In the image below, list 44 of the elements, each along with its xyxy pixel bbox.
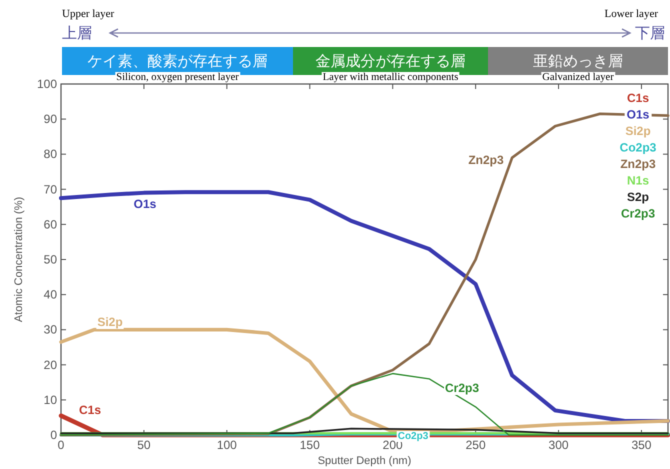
annotation: Co2p3: [398, 431, 429, 442]
y-tick-label: 30: [44, 322, 58, 337]
y-tick-label: 70: [44, 182, 58, 196]
y-axis-title: Atomic Concentration (%): [13, 196, 25, 322]
x-tick-label: 50: [137, 438, 151, 452]
x-tick-label: 150: [300, 438, 320, 452]
text: Zn2p3: [620, 157, 656, 171]
y-tick-label: 90: [44, 112, 58, 126]
text: Lower layer: [604, 8, 658, 20]
y-tick-label: 100: [36, 77, 58, 91]
text: Si2p: [625, 124, 651, 138]
text: ケイ素、酸素が存在する層: [88, 53, 268, 70]
x-tick-label: 250: [466, 438, 486, 452]
line-series: [59, 190, 670, 423]
annotation: O1s: [134, 197, 157, 211]
text: S2p: [626, 190, 650, 204]
text: 金属成分が存在する層: [316, 53, 466, 70]
annotation: C1s: [78, 403, 102, 417]
y-tick-label: 10: [44, 392, 58, 407]
text: Galvanized layer: [542, 72, 614, 83]
x-axis-title: Sputter Depth (nm): [318, 455, 412, 467]
text: C1s: [626, 91, 650, 105]
x-tick-label: 350: [631, 438, 652, 452]
text: Co2p3: [620, 140, 657, 154]
text: Silicon, oxygen present layer: [116, 72, 240, 83]
y-tick-label: 20: [44, 358, 58, 372]
text: N1s: [626, 174, 650, 188]
text: Cr2p3: [620, 206, 656, 220]
x-tick-label: 100: [216, 438, 238, 452]
annotation: Si2p: [97, 315, 123, 329]
annotation: Zn2p3: [468, 153, 504, 167]
text: 亜鉛めっき層: [533, 53, 623, 70]
y-tick-label: 0: [50, 428, 58, 442]
y-tick-label: 40: [44, 288, 58, 302]
y-tick-label: 80: [44, 147, 58, 162]
text: Upper layer: [62, 8, 115, 20]
text: Layer with metallic components: [322, 72, 458, 83]
text: O1s: [626, 108, 650, 122]
text: 下層: [635, 25, 665, 42]
text: 上層: [62, 25, 92, 42]
y-tick-label: 50: [44, 252, 58, 266]
x-tick-label: 300: [548, 438, 569, 452]
annotation: Cr2p3: [444, 381, 480, 395]
y-tick-label: 60: [44, 217, 58, 232]
